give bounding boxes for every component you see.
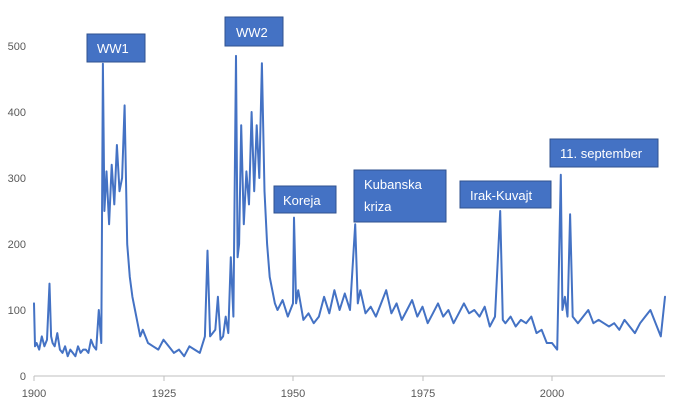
annotation-koreja: Koreja: [273, 185, 337, 214]
annotation-box: [549, 138, 659, 168]
x-axis: 1900 1925 1950 1975 2000: [22, 375, 665, 400]
y-tick-label: 400: [8, 107, 26, 119]
annotation-label: Koreja: [283, 193, 321, 208]
annotation-box: [86, 33, 146, 63]
x-tick-label: 1925: [152, 388, 176, 400]
y-tick-label: 500: [8, 41, 26, 53]
annotation-label: Kubanska: [364, 177, 423, 192]
annotation-label: Irak-Kuvajt: [470, 188, 533, 203]
annotation-box: [224, 16, 284, 47]
data-series-line: [33, 54, 666, 358]
annotation-ww2: WW2: [224, 16, 284, 47]
annotation-box: [459, 180, 552, 209]
x-tick-label: 1975: [411, 388, 435, 400]
annotation-kubanska-kriza: Kubanska kriza: [353, 169, 447, 223]
annotation-ww1: WW1: [86, 33, 146, 63]
event-annotations: WW1 WW2 Koreja Kubanska kriza Irak-Kuvaj…: [86, 16, 659, 223]
annotation-label: WW2: [236, 25, 268, 40]
x-tick-label: 1950: [281, 388, 305, 400]
annotation-box: [273, 185, 337, 214]
x-tick-label: 2000: [540, 388, 564, 400]
annotation-irak-kuvajt: Irak-Kuvajt: [459, 180, 552, 209]
annotation-label: kriza: [364, 199, 392, 214]
annotation-label: 11. september: [560, 146, 643, 161]
x-tick-label: 1900: [22, 388, 46, 400]
annotation-label: WW1: [97, 41, 129, 56]
y-tick-label: 200: [8, 239, 26, 251]
annotation-11-september: 11. september: [549, 138, 659, 168]
y-tick-label: 0: [20, 371, 26, 383]
y-tick-label: 300: [8, 173, 26, 185]
y-axis: 0 100 200 300 400 500: [8, 41, 26, 383]
y-tick-label: 100: [8, 305, 26, 317]
annotation-box: [353, 169, 447, 223]
